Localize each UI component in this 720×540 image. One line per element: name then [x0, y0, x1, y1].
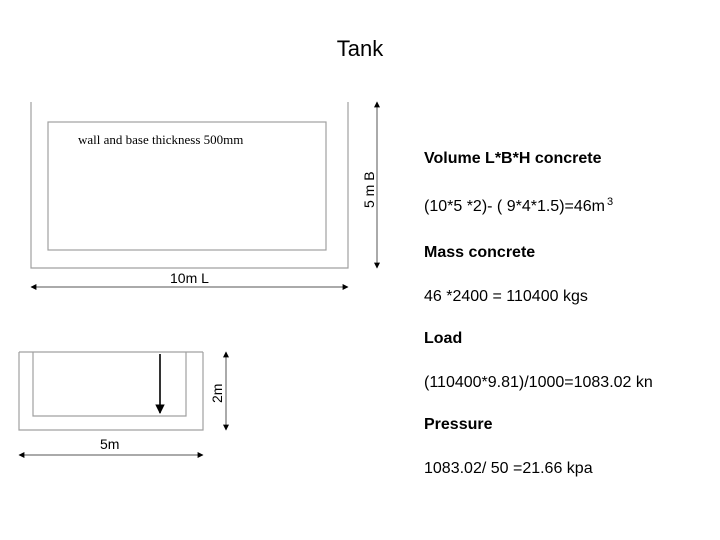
volume-unit-exponent: 3 — [606, 196, 614, 208]
section-inner-wall — [32, 352, 187, 417]
section-outer-wall — [18, 352, 204, 431]
plan-thickness-note: wall and base thickness 500mm — [78, 132, 243, 147]
mass-heading: Mass concrete — [424, 244, 536, 261]
load-heading: Load — [424, 330, 463, 347]
mass-formula: 46 *2400 = 110400 kgs — [424, 288, 588, 305]
breadth-label: 5 m B — [361, 171, 377, 208]
load-formula: (110400*9.81)/1000=1083.02 kn — [424, 374, 653, 391]
width-label: 5m — [100, 436, 119, 452]
section-view — [18, 351, 204, 431]
plan-outer-wall — [30, 102, 349, 269]
height-label: 2m — [209, 384, 225, 403]
volume-heading: Volume L*B*H concrete — [424, 150, 602, 167]
volume-formula: (10*5 *2)- ( 9*4*1.5)=46m 3 — [424, 196, 614, 215]
plan-inner-wall — [47, 121, 327, 251]
plan-view — [30, 102, 349, 269]
length-label: 10m L — [170, 270, 209, 286]
pressure-heading: Pressure — [424, 416, 493, 433]
diagram-title: Tank — [336, 36, 384, 61]
pressure-formula: 1083.02/ 50 =21.66 kpa — [424, 460, 593, 477]
